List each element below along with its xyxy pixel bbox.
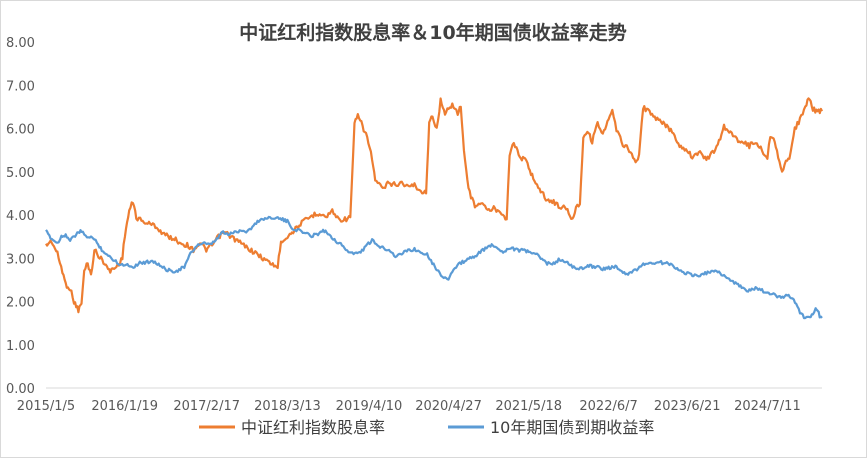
x-tick-label: 2022/6/7 [579, 399, 637, 414]
y-tick-label: 1.00 [6, 339, 35, 354]
y-tick-label: 5.00 [6, 166, 35, 181]
x-tick-label: 2015/1/5 [17, 399, 75, 414]
x-tick-label: 2017/2/17 [173, 399, 240, 414]
y-tick-label: 7.00 [6, 79, 35, 94]
y-tick-label: 0.00 [6, 382, 35, 397]
legend-label-bond-yield: 10年期国债到期收益率 [490, 418, 654, 437]
chart-title: 中证红利指数股息率＆10年期国债收益率走势 [239, 21, 626, 44]
y-tick-label: 3.00 [6, 252, 35, 267]
x-tick-label: 2019/4/10 [336, 399, 403, 414]
x-tick-label: 2024/7/11 [734, 399, 801, 414]
series-line-dividend-yield [45, 97, 823, 314]
y-tick-label: 8.00 [6, 36, 35, 51]
legend: 中证红利指数股息率 10年期国债到期收益率 [199, 418, 654, 437]
x-tick-label: 2023/6/21 [654, 399, 721, 414]
y-tick-label: 6.00 [6, 123, 35, 138]
series-lines [45, 97, 823, 320]
legend-label-dividend-yield: 中证红利指数股息率 [241, 418, 385, 437]
y-axis-tick-labels: 0.00 1.00 2.00 3.00 4.00 5.00 6.00 7.00 8.00 [6, 36, 35, 397]
series-line-bond-yield [45, 215, 823, 320]
y-tick-label: 2.00 [6, 296, 35, 311]
x-tick-label: 2020/4/27 [415, 399, 482, 414]
x-tick-label: 2018/3/13 [254, 399, 321, 414]
y-tick-label: 4.00 [6, 209, 35, 224]
x-axis-tick-labels: 2015/1/5 2016/1/19 2017/2/17 2018/3/13 2019/… [17, 399, 801, 414]
x-tick-label: 2016/1/19 [91, 399, 158, 414]
x-tick-label: 2021/5/18 [495, 399, 562, 414]
